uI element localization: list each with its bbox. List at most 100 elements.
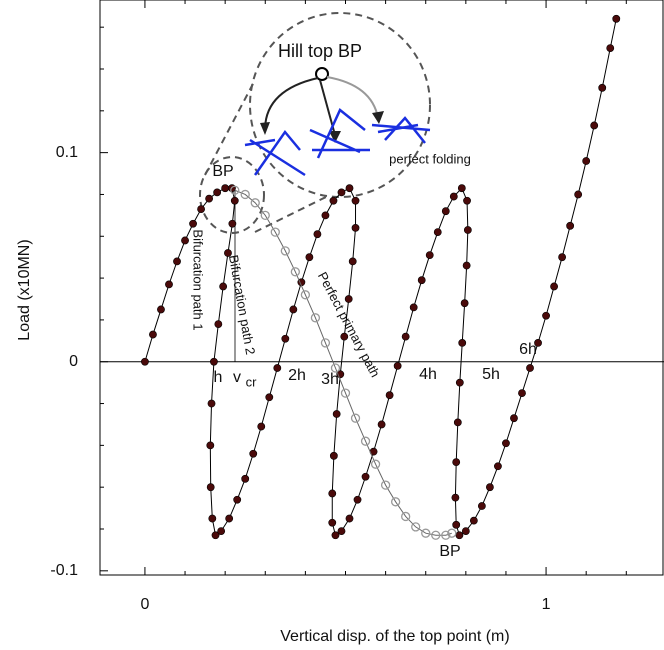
annotation: 3h <box>321 371 339 388</box>
series-line <box>234 189 452 536</box>
data-point <box>310 313 321 323</box>
data-point <box>240 189 250 200</box>
data-point <box>452 520 461 529</box>
data-point <box>289 305 298 314</box>
annotation: 2h <box>288 367 306 384</box>
data-point <box>265 393 274 402</box>
data-point <box>213 188 222 197</box>
data-point <box>348 257 357 266</box>
data-point <box>217 527 226 535</box>
data-point <box>486 483 494 492</box>
data-point <box>328 518 337 527</box>
data-point <box>149 330 157 339</box>
data-point <box>353 495 362 504</box>
annotation: v <box>233 369 241 386</box>
y-axis-label: Load (x10MN) <box>16 239 33 340</box>
data-point <box>214 320 223 328</box>
data-point <box>332 410 341 418</box>
data-point <box>502 439 510 448</box>
series-line <box>144 18 617 537</box>
data-point <box>189 219 197 228</box>
data-point <box>300 290 311 300</box>
data-point <box>228 219 237 228</box>
data-point <box>273 364 282 372</box>
data-point <box>345 514 354 523</box>
data-point <box>210 357 218 366</box>
data-point <box>257 422 266 431</box>
data-point <box>241 474 250 483</box>
data-point <box>321 211 330 220</box>
data-point <box>219 282 228 291</box>
data-point <box>455 531 464 540</box>
data-point <box>460 299 469 308</box>
inset-diagram <box>199 12 431 234</box>
connector <box>204 79 256 176</box>
data-point <box>249 449 258 458</box>
annotation: Bifurcation path 1 <box>191 229 206 330</box>
x-axis-label: Vertical disp. of the top point (m) <box>280 628 509 645</box>
y-tick-label: 0 <box>69 353 78 370</box>
data-point <box>360 436 371 446</box>
data-point <box>542 311 550 320</box>
data-point <box>461 527 470 535</box>
data-point <box>320 338 331 348</box>
inset-outline <box>249 12 431 198</box>
data-point <box>329 451 338 460</box>
data-point <box>393 362 402 370</box>
data-point <box>270 227 280 237</box>
data-point <box>331 531 340 540</box>
data-point <box>598 83 607 92</box>
folding-shape <box>309 108 370 159</box>
data-point <box>451 493 460 502</box>
data-point <box>351 196 360 205</box>
data-point <box>280 246 290 256</box>
data-point <box>453 418 462 427</box>
data-point <box>417 276 426 285</box>
data-point <box>205 194 214 203</box>
data-point <box>452 458 461 466</box>
data-point <box>290 267 301 277</box>
data-point <box>425 251 434 259</box>
data-point <box>207 399 216 408</box>
data-point <box>329 196 338 205</box>
annotation: 6h <box>519 341 537 358</box>
data-point <box>181 236 189 245</box>
data-point <box>233 495 242 504</box>
data-point <box>441 207 450 216</box>
data-point <box>281 334 290 343</box>
data-point <box>574 190 583 199</box>
data-point <box>510 414 518 423</box>
data-point <box>462 261 471 270</box>
data-point <box>550 282 558 291</box>
folding-shape <box>371 116 431 144</box>
data-point <box>361 472 370 481</box>
data-point <box>157 305 165 314</box>
arrow-heads <box>260 111 384 143</box>
y-tick-label: -0.1 <box>50 562 78 579</box>
annotation: BP <box>439 543 460 560</box>
data-point <box>518 389 526 397</box>
data-point <box>260 210 270 221</box>
data-point <box>431 530 441 540</box>
data-point <box>441 530 451 540</box>
data-point <box>457 184 466 193</box>
x-tick-label: 0 <box>140 596 149 613</box>
folding-shape <box>244 129 306 177</box>
data-point <box>377 420 386 429</box>
annotation: Perfect primary path <box>315 269 383 379</box>
data-point <box>337 527 346 535</box>
x-tick-label: 1 <box>542 596 551 613</box>
data-point <box>433 228 442 236</box>
plot-frame <box>99 0 664 576</box>
data-point <box>590 121 599 130</box>
data-point <box>447 528 457 538</box>
data-point <box>463 196 471 205</box>
bp-circle <box>199 156 265 234</box>
data-point <box>606 44 615 52</box>
data-point <box>337 188 346 197</box>
data-point <box>225 514 234 523</box>
data-point <box>141 357 149 366</box>
data-point <box>350 413 361 423</box>
data-point <box>582 157 591 165</box>
